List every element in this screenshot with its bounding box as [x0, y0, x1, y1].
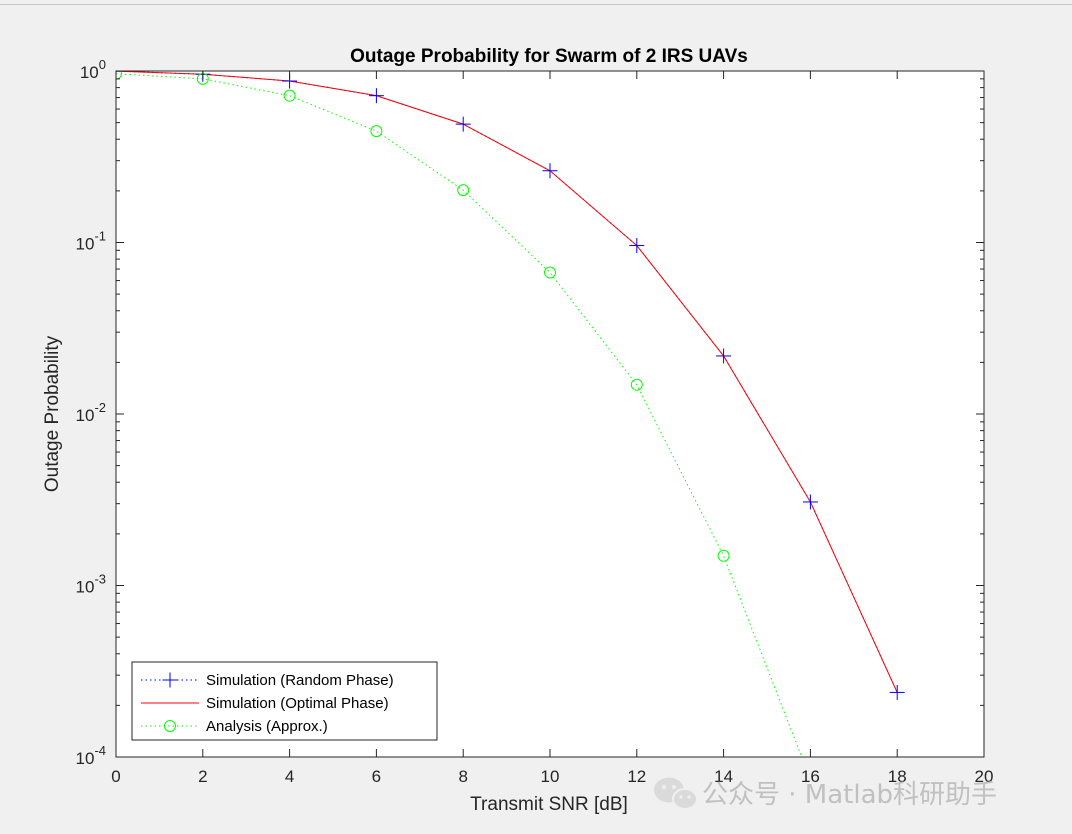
y-tick-label: 100 [80, 57, 106, 82]
y-tick-label: 10-3 [76, 572, 106, 597]
legend-entry: Analysis (Approx.) [141, 718, 328, 735]
data-point-plus [542, 163, 558, 179]
legend-label: Simulation (Random Phase) [206, 672, 394, 689]
watermark-text: 公众号 · Matlab科研助手 [702, 780, 997, 810]
x-tick-label: 0 [111, 767, 120, 786]
x-axis-label: Transmit SNR [dB] [470, 794, 628, 815]
x-tick-label: 4 [285, 767, 294, 786]
watermark: 公众号 · Matlab科研助手 [654, 777, 997, 810]
data-point-plus [802, 494, 818, 510]
x-tick-label: 18 [888, 767, 907, 786]
data-point-circle [370, 125, 383, 138]
y-axis-ticks: 100 10-1 10-2 10-3 10-4 [76, 57, 984, 768]
data-point-circle [717, 549, 730, 562]
data-point-plus [455, 116, 471, 132]
wechat-icon [654, 777, 698, 810]
x-tick-label: 6 [372, 767, 381, 786]
data-point-circle [630, 378, 643, 391]
data-point-plus [368, 88, 384, 104]
data-point-circle [116, 71, 122, 80]
legend-entry: Simulation (Random Phase) [141, 672, 394, 689]
series-line [116, 73, 803, 757]
data-point-plus [889, 684, 905, 700]
x-tick-label: 2 [198, 767, 207, 786]
x-tick-label: 16 [801, 767, 820, 786]
x-tick-label: 12 [627, 767, 646, 786]
data-point-plus [716, 348, 732, 364]
data-point-circle [164, 720, 176, 732]
x-tick-label: 20 [975, 767, 994, 786]
y-axis-label: Outage Probability [42, 335, 63, 492]
data-point-plus [629, 238, 645, 254]
y-tick-label: 10-4 [76, 743, 106, 768]
legend-entry: Simulation (Optimal Phase) [141, 695, 389, 712]
series-line [116, 71, 898, 693]
chart-title: Outage Probability for Swarm of 2 IRS UA… [350, 46, 748, 67]
data-point-circle [283, 89, 296, 102]
x-tick-label: 10 [541, 767, 560, 786]
legend-label: Simulation (Optimal Phase) [206, 695, 389, 712]
data-point-circle [457, 184, 470, 197]
x-tick-label: 8 [458, 767, 467, 786]
axes-area [116, 71, 984, 757]
y-tick-label: 10-1 [76, 229, 106, 254]
y-tick-label: 10-2 [76, 400, 106, 425]
x-tick-label: 14 [714, 767, 733, 786]
legend-label: Analysis (Approx.) [206, 718, 328, 735]
legend-box [131, 661, 438, 741]
x-axis-ticks: 0 2 4 6 8 10 12 14 16 18 20 [111, 71, 993, 786]
legend: Simulation (Random Phase) Simulation (Opt… [131, 661, 438, 741]
data-point-plus [162, 672, 178, 688]
data-point-circle [544, 266, 556, 279]
